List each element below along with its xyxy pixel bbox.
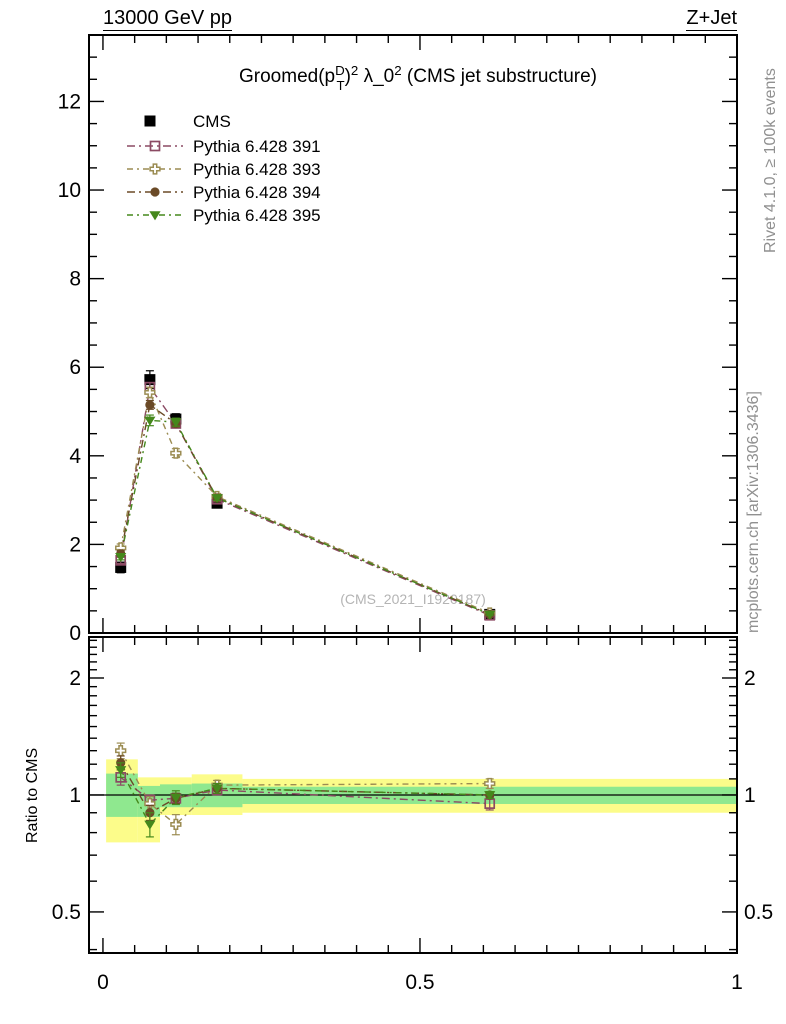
beam-energy-header: 13000 GeV pp <box>103 7 232 31</box>
legend-item: Pythia 6.428 391 <box>127 137 321 156</box>
marker-triangle-down-filled <box>211 494 223 504</box>
ratio-y-tick-label-right: 0.5 <box>744 901 773 924</box>
marker-square-open <box>149 140 161 152</box>
analysis-id-watermark: (CMS_2021_I1920187) <box>340 591 486 607</box>
x-tick-label: 0 <box>97 971 109 994</box>
marker-cross-open <box>170 447 182 459</box>
legend-item: CMS <box>144 112 231 131</box>
ratio-y-tick-label-left: 0.5 <box>52 901 81 924</box>
main-plot-title: Groomed(pD T)2 λ_02 (CMS jet substructure… <box>239 63 597 93</box>
plot-frames <box>88 34 738 954</box>
mcplots-reference-note: mcplots.cern.ch [arXiv:1306.3436] <box>745 391 762 633</box>
marker-triangle-down-filled <box>115 766 127 776</box>
ratio-panel-frame <box>88 636 738 954</box>
main-series-points <box>115 370 496 621</box>
marker-square-filled <box>144 374 156 386</box>
main-y-tick-label: 8 <box>69 268 81 291</box>
marker-cross-open <box>115 745 127 757</box>
series-line-main <box>120 403 490 616</box>
marker-triangle-down-filled <box>170 793 182 803</box>
ratio-y-tick-label-left: 1 <box>69 784 81 807</box>
marker-square-filled <box>115 561 127 573</box>
main-y-tick-label: 6 <box>69 356 81 379</box>
legend: CMS Pythia 6.428 391 Pythia 6.428 393 Pythi… <box>127 112 321 225</box>
marker-cross-open <box>144 386 156 399</box>
legend-label: Pythia 6.428 393 <box>193 160 321 179</box>
main-panel-frame <box>88 34 738 634</box>
marker-triangle-down-filled <box>484 610 496 620</box>
marker-cross-open <box>149 163 161 175</box>
x-tick-label: 1 <box>731 971 743 994</box>
marker-triangle-down-filled <box>170 418 182 428</box>
marker-circle-filled <box>145 400 155 410</box>
ratio-series-points <box>115 742 496 838</box>
marker-triangle-down-filled <box>144 416 156 426</box>
main-y-tick-label: 12 <box>58 90 81 113</box>
ratio-uncertainty-bands <box>89 759 737 843</box>
main-y-tick-label: 0 <box>69 622 81 645</box>
legend-item: Pythia 6.428 393 <box>127 160 321 179</box>
plot-title-text: Groomed(pD T)2 λ_02 (CMS jet substructure… <box>239 63 597 93</box>
marker-cross-open <box>484 777 496 790</box>
legend-item: Pythia 6.428 394 <box>127 183 321 202</box>
ratio-axis-label: Ratio to CMS <box>24 747 41 843</box>
main-y-tick-label: 4 <box>69 445 81 468</box>
series-line-ratio <box>120 750 490 826</box>
marker-cross-open <box>170 818 182 831</box>
legend-item: Pythia 6.428 395 <box>127 206 321 225</box>
marker-square-filled <box>144 115 156 127</box>
marker-triangle-down-filled <box>115 553 127 563</box>
marker-triangle-down-filled <box>211 784 223 794</box>
main-y-tick-label: 10 <box>58 179 81 202</box>
x-tick-label: 0.5 <box>405 971 434 994</box>
rivet-version-note: Rivet 4.1.0, ≥ 100k events <box>762 68 779 253</box>
process-header: Z+Jet <box>686 7 737 31</box>
legend-label: Pythia 6.428 391 <box>193 137 321 156</box>
marker-triangle-down-filled <box>144 820 156 830</box>
ratio-y-tick-label-left: 2 <box>69 667 81 690</box>
marker-circle-filled <box>150 187 160 197</box>
marker-triangle-down-filled <box>484 791 496 801</box>
axis-ticks <box>89 34 738 953</box>
legend-label: Pythia 6.428 395 <box>193 206 321 225</box>
main-y-tick-label: 2 <box>69 533 81 556</box>
series-line-ratio <box>120 776 490 805</box>
marker-triangle-down-filled <box>149 211 161 221</box>
series-line-ratio <box>120 762 490 814</box>
legend-label: CMS <box>193 112 231 131</box>
legend-label: Pythia 6.428 394 <box>193 183 321 202</box>
ratio-y-tick-label-right: 1 <box>744 784 756 807</box>
ratio-y-tick-label-right: 2 <box>744 667 756 690</box>
